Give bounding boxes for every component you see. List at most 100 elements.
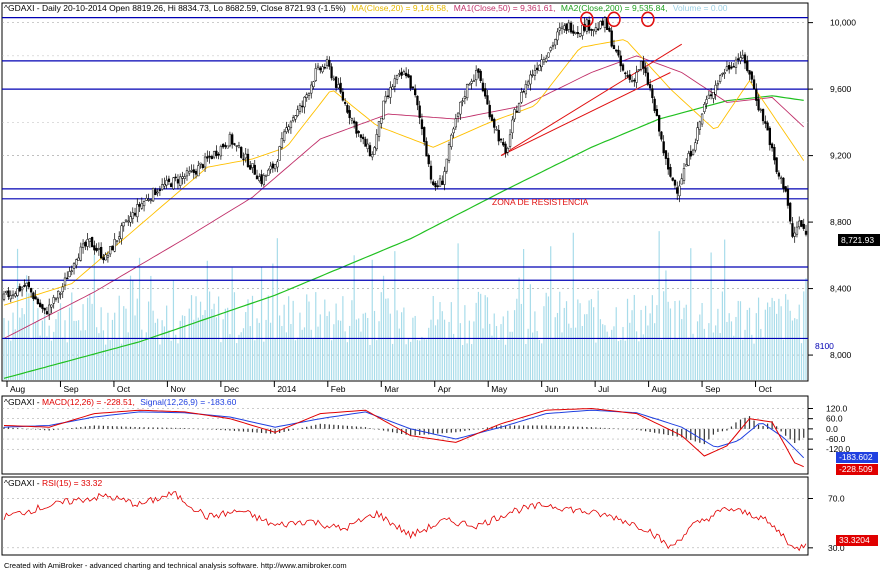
macd-histogram-bar xyxy=(306,426,308,429)
candle xyxy=(38,299,42,308)
candle xyxy=(29,287,33,298)
x-axis-label: Sep xyxy=(63,384,78,394)
candle-body xyxy=(348,110,351,119)
volume-bar xyxy=(480,293,482,380)
candle xyxy=(172,177,175,191)
volume-bar xyxy=(685,304,687,380)
volume-bar xyxy=(620,339,622,380)
candle xyxy=(298,103,302,115)
volume-bar xyxy=(778,298,780,380)
candle-body xyxy=(109,246,112,255)
candle xyxy=(576,25,579,39)
candle xyxy=(709,87,713,100)
candle xyxy=(712,92,715,104)
candle-body xyxy=(621,64,625,71)
volume-bar xyxy=(464,305,466,380)
volume-bar xyxy=(595,342,597,380)
candle-body xyxy=(255,175,259,180)
volume-bar xyxy=(602,324,604,380)
price-y-tick-label: 8,000 xyxy=(830,350,852,360)
volume-bar xyxy=(161,320,163,380)
volume-bar xyxy=(211,309,213,380)
candle xyxy=(287,124,290,134)
volume-bar xyxy=(231,267,233,380)
candle xyxy=(355,121,358,138)
candle-body xyxy=(450,134,453,147)
trend-lines xyxy=(500,43,683,157)
candle xyxy=(84,240,87,251)
candle xyxy=(502,138,505,147)
candle xyxy=(296,105,299,118)
candle-body xyxy=(418,105,421,118)
candle-body xyxy=(569,22,573,33)
macd-histogram-bar xyxy=(667,428,669,436)
candle-body xyxy=(240,146,243,158)
macd-histogram-bar xyxy=(25,428,28,430)
candle-body xyxy=(549,47,552,51)
candle xyxy=(481,78,485,93)
volume-bar xyxy=(346,342,348,380)
volume-bar xyxy=(238,334,240,380)
candle xyxy=(488,100,491,120)
candle xyxy=(651,84,654,104)
volume-bar xyxy=(71,292,73,380)
macd-histogram-bar xyxy=(319,423,321,429)
volume-bar xyxy=(755,313,757,380)
candle xyxy=(353,117,356,129)
candle-body xyxy=(728,65,731,70)
candle xyxy=(520,87,523,104)
volume-bar xyxy=(710,252,712,380)
candle-body xyxy=(402,71,406,75)
candle xyxy=(779,175,783,184)
candle-body xyxy=(2,293,6,300)
time-x-axis: Aug Sep Oct Nov Dec 2014 Feb Mar Apr May Jun Jul Aug… xyxy=(6,381,772,394)
candle xyxy=(109,246,112,258)
macd-histogram-bar xyxy=(152,427,154,429)
candle xyxy=(224,142,227,150)
macd-histogram-bar xyxy=(161,427,163,429)
candle-body xyxy=(764,121,767,124)
volume-bar xyxy=(233,292,236,380)
volume-bar xyxy=(726,321,728,380)
volume-bar xyxy=(100,307,102,380)
candle-body xyxy=(167,178,171,182)
candle-body xyxy=(513,109,516,120)
candle xyxy=(237,141,241,149)
macd-line xyxy=(3,407,804,468)
macd-histogram-bar xyxy=(536,425,538,429)
candle xyxy=(301,100,304,113)
candle-body xyxy=(163,183,166,187)
macd-histogram-bar xyxy=(748,416,751,429)
macd-histogram-bar xyxy=(486,427,489,429)
candle xyxy=(203,152,207,172)
candle-body xyxy=(142,201,146,207)
candle-body xyxy=(707,94,711,99)
volume-bar xyxy=(468,320,470,380)
candle xyxy=(386,89,390,100)
candle xyxy=(782,177,785,193)
volume-bar xyxy=(735,316,737,380)
volume-bar xyxy=(249,326,251,380)
candle-body xyxy=(723,72,726,74)
volume-bar xyxy=(708,323,710,380)
volume-bar xyxy=(423,338,425,380)
candle xyxy=(68,267,71,278)
x-axis-label: Mar xyxy=(384,384,399,394)
volume-bar xyxy=(410,341,412,380)
rsi-gridlines xyxy=(2,498,808,549)
volume-bar xyxy=(84,330,86,380)
volume-bar xyxy=(407,338,409,380)
candle xyxy=(691,148,695,156)
volume-bar xyxy=(717,308,719,380)
candle xyxy=(414,84,417,98)
candle xyxy=(221,142,225,149)
volume-bar xyxy=(520,303,522,380)
macd-histogram-bar xyxy=(57,428,59,430)
candle xyxy=(628,69,631,83)
volume-bar xyxy=(622,326,624,380)
candle xyxy=(334,76,338,92)
candle-body xyxy=(77,257,80,261)
candle-body xyxy=(655,108,659,117)
macd-histogram-bar xyxy=(685,428,687,439)
candle xyxy=(594,22,598,35)
